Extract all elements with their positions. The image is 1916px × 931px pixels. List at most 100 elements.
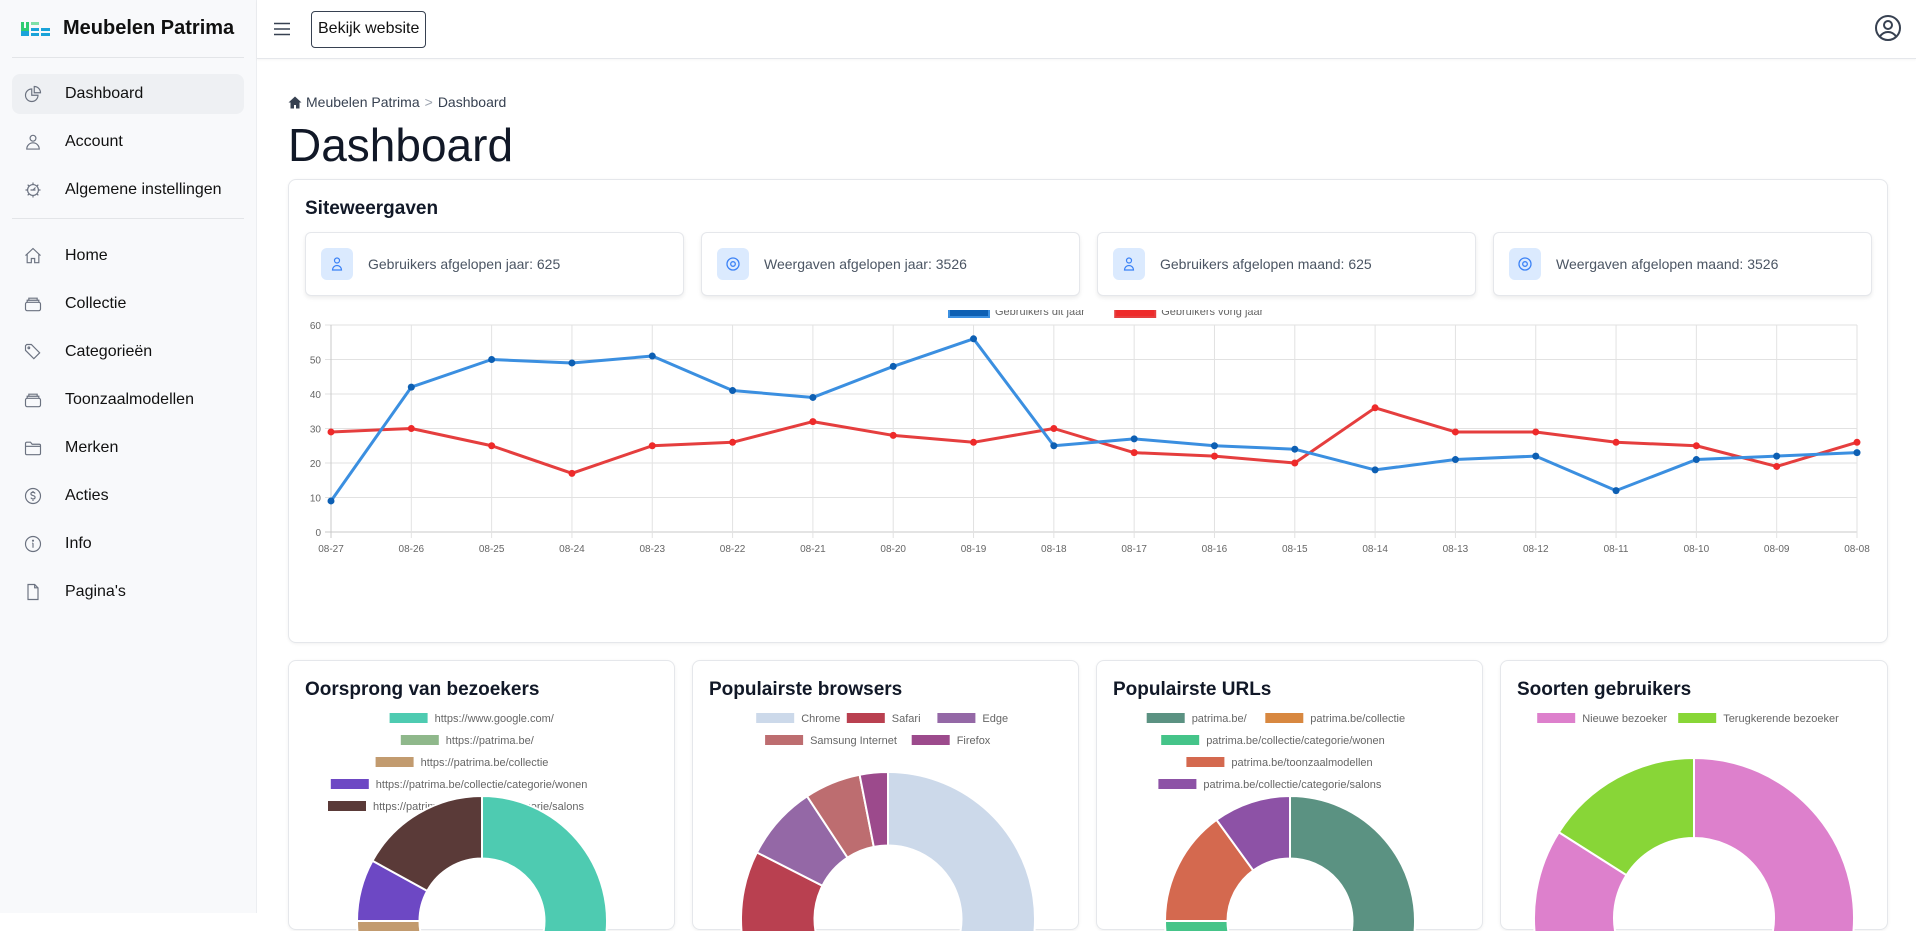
x-tick-label: 08-27 [318, 544, 344, 555]
data-point[interactable] [1050, 425, 1058, 432]
data-point[interactable] [1773, 452, 1781, 460]
data-point[interactable] [809, 393, 817, 401]
sidebar-item-dashboard[interactable]: Dashboard [12, 74, 244, 114]
data-point[interactable] [327, 497, 335, 505]
legend-item[interactable]: patrima.be/collectie [1265, 713, 1405, 725]
legend-item[interactable]: patrima.be/ [1146, 713, 1248, 725]
sidebar-item-collectie[interactable]: Collectie [12, 284, 244, 324]
donut-slice[interactable] [1215, 794, 1291, 872]
sidebar-item-home[interactable]: Home [12, 236, 244, 276]
sidebar-item-account[interactable]: Account [12, 122, 244, 162]
donut-slice[interactable] [1163, 920, 1235, 931]
data-point[interactable] [1853, 449, 1861, 457]
data-point[interactable] [488, 442, 496, 450]
data-point[interactable] [889, 362, 897, 370]
data-point[interactable] [970, 335, 978, 343]
data-point[interactable] [1853, 438, 1861, 446]
donut-slice[interactable] [1251, 794, 1416, 931]
data-point[interactable] [1210, 452, 1218, 460]
data-point[interactable] [407, 383, 415, 391]
sidebar-item-acties[interactable]: Acties [12, 476, 244, 516]
folder-icon [22, 437, 44, 459]
hamburger-icon[interactable] [271, 18, 293, 40]
donut-slice[interactable] [371, 794, 483, 893]
data-point[interactable] [1291, 445, 1299, 453]
legend-item[interactable]: Firefox [911, 735, 991, 747]
data-point[interactable] [729, 387, 737, 395]
sidebar-item-algemene-instellingen[interactable]: Algemene instellingen [12, 170, 244, 210]
y-tick-label: 40 [310, 390, 322, 401]
data-point[interactable] [1130, 435, 1138, 443]
brand[interactable]: Meubelen Patrima [0, 0, 256, 57]
data-point[interactable] [1451, 428, 1459, 436]
data-point[interactable] [1612, 438, 1620, 446]
legend-item[interactable]: Terugkerende bezoeker [1678, 713, 1839, 725]
data-point[interactable] [568, 359, 576, 367]
legend-swatch [400, 735, 439, 745]
donut-slice[interactable] [1533, 756, 1855, 931]
home-icon[interactable] [288, 96, 302, 109]
sidebar-item-paginas[interactable]: Pagina's [12, 572, 244, 612]
legend-item[interactable]: patrima.be/collectie/categorie/salons [1158, 779, 1382, 791]
x-tick-label: 08-10 [1684, 544, 1710, 555]
data-point[interactable] [1612, 487, 1620, 495]
legend-item[interactable]: https://patrima.be/collectie [375, 757, 549, 769]
sidebar-item-toonzaalmodellen[interactable]: Toonzaalmodellen [12, 380, 244, 420]
legend-item[interactable]: Gebruikers vorig jaar [1114, 310, 1264, 318]
data-point[interactable] [407, 425, 415, 432]
data-point[interactable] [1371, 466, 1379, 474]
data-point[interactable] [889, 431, 897, 439]
donut-slice[interactable] [858, 770, 889, 849]
data-point[interactable] [1692, 456, 1700, 464]
legend-item[interactable]: Edge [937, 713, 1008, 725]
legend-swatch [1265, 713, 1304, 723]
data-point[interactable] [1773, 462, 1781, 470]
legend-item[interactable]: patrima.be/collectie/categorie/wonen [1161, 735, 1385, 747]
data-point[interactable] [327, 428, 335, 436]
y-tick-label: 50 [310, 356, 322, 367]
data-point[interactable] [970, 438, 978, 446]
data-point[interactable] [488, 356, 496, 363]
legend-item[interactable]: https://patrima.be/collectie/categorie/w… [330, 779, 588, 791]
breadcrumb-current: Dashboard [437, 94, 507, 110]
legend-swatch [1158, 779, 1197, 789]
data-point[interactable] [568, 469, 576, 477]
data-point[interactable] [809, 418, 817, 426]
sidebar-item-label: Account [65, 133, 123, 150]
data-point[interactable] [729, 438, 737, 446]
data-point[interactable] [1130, 449, 1138, 457]
data-point[interactable] [1532, 452, 1540, 460]
data-point[interactable] [1532, 428, 1540, 436]
legend-swatch [937, 713, 976, 723]
data-point[interactable] [1050, 442, 1058, 450]
data-point[interactable] [648, 352, 656, 360]
legend-item[interactable]: Nieuwe bezoeker [1537, 713, 1668, 725]
sidebar-item-label: Merken [65, 439, 119, 456]
data-point[interactable] [648, 442, 656, 450]
sidebar-item-merken[interactable]: Merken [12, 428, 244, 468]
donut-slice[interactable] [1557, 756, 1695, 877]
legend-label: patrima.be/collectie/categorie/salons [1203, 779, 1381, 791]
sidebar-item-categorieen[interactable]: Categorieën [12, 332, 244, 372]
legend-item[interactable]: https://patrima.be/ [400, 735, 535, 747]
legend-swatch [765, 735, 804, 745]
sidebar-item-info[interactable]: Info [12, 524, 244, 564]
legend-item[interactable]: Samsung Internet [765, 735, 897, 747]
data-point[interactable] [1371, 404, 1379, 412]
data-point[interactable] [1291, 459, 1299, 467]
stat-label: Weergaven afgelopen maand: 3526 [1556, 256, 1779, 272]
legend-item[interactable]: Gebruikers dit jaar [948, 310, 1085, 318]
legend-item[interactable]: https://www.google.com/ [389, 713, 555, 725]
user-circle-icon[interactable] [1874, 14, 1902, 42]
legend-item[interactable]: Chrome [756, 713, 840, 725]
data-point[interactable] [1692, 442, 1700, 450]
legend-item[interactable]: patrima.be/toonzaalmodellen [1186, 757, 1373, 769]
breadcrumb-link[interactable]: Meubelen Patrima [306, 94, 420, 110]
data-point[interactable] [1210, 442, 1218, 450]
data-point[interactable] [1451, 456, 1459, 464]
stat-users-year: Gebruikers afgelopen jaar: 625 [305, 232, 684, 296]
legend-item[interactable]: Safari [846, 713, 921, 725]
donut-slice[interactable] [355, 920, 431, 931]
view-website-button[interactable]: Bekijk website [311, 10, 427, 48]
donut-slice[interactable] [443, 794, 608, 931]
